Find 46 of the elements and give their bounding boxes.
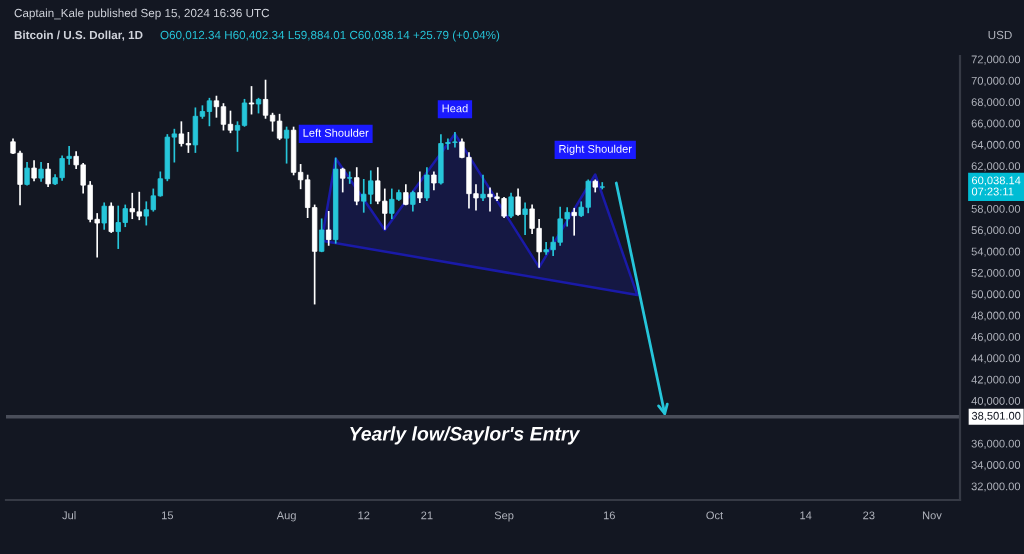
candlestick xyxy=(452,132,458,148)
candlestick xyxy=(515,188,521,216)
candlestick xyxy=(403,184,409,206)
candlestick xyxy=(241,98,248,127)
candlestick xyxy=(115,205,121,249)
candlestick xyxy=(480,174,486,201)
candlestick xyxy=(522,202,528,236)
candlestick xyxy=(599,182,605,190)
candlestick xyxy=(108,202,114,233)
candlestick xyxy=(136,191,142,221)
candlestick xyxy=(290,126,297,176)
candlestick xyxy=(424,167,430,201)
candlestick xyxy=(227,110,234,134)
candlestick xyxy=(501,197,507,218)
ref-line-label: Yearly low/Saylor's Entry xyxy=(350,426,581,445)
candlestick xyxy=(361,178,367,213)
candlestick xyxy=(262,79,269,119)
candlestick xyxy=(354,167,360,206)
candlestick xyxy=(571,207,577,236)
candlestick xyxy=(276,113,283,141)
candlestick xyxy=(178,121,185,147)
candlestick xyxy=(410,190,416,212)
candlestick xyxy=(319,218,325,253)
candlestick xyxy=(45,162,51,188)
candlestick xyxy=(248,86,255,115)
candlestick xyxy=(417,171,423,204)
candlestick xyxy=(389,188,395,220)
candlestick xyxy=(508,192,514,218)
candlestick xyxy=(543,241,549,255)
candlestick xyxy=(192,107,199,153)
candlestick xyxy=(206,97,213,127)
candlestick xyxy=(101,202,107,230)
candlestick xyxy=(213,95,220,118)
candlestick xyxy=(585,179,591,214)
candlestick xyxy=(38,161,44,182)
candlestick xyxy=(283,126,290,164)
candlestick xyxy=(438,134,444,185)
candlestick xyxy=(31,160,37,182)
candlestick xyxy=(368,170,374,205)
candlestick xyxy=(347,171,353,184)
candlestick xyxy=(220,103,227,131)
candlestick xyxy=(326,210,332,246)
candlestick xyxy=(340,167,346,193)
candlestick xyxy=(487,187,493,212)
candlestick xyxy=(24,161,30,186)
candlestick xyxy=(129,192,135,220)
